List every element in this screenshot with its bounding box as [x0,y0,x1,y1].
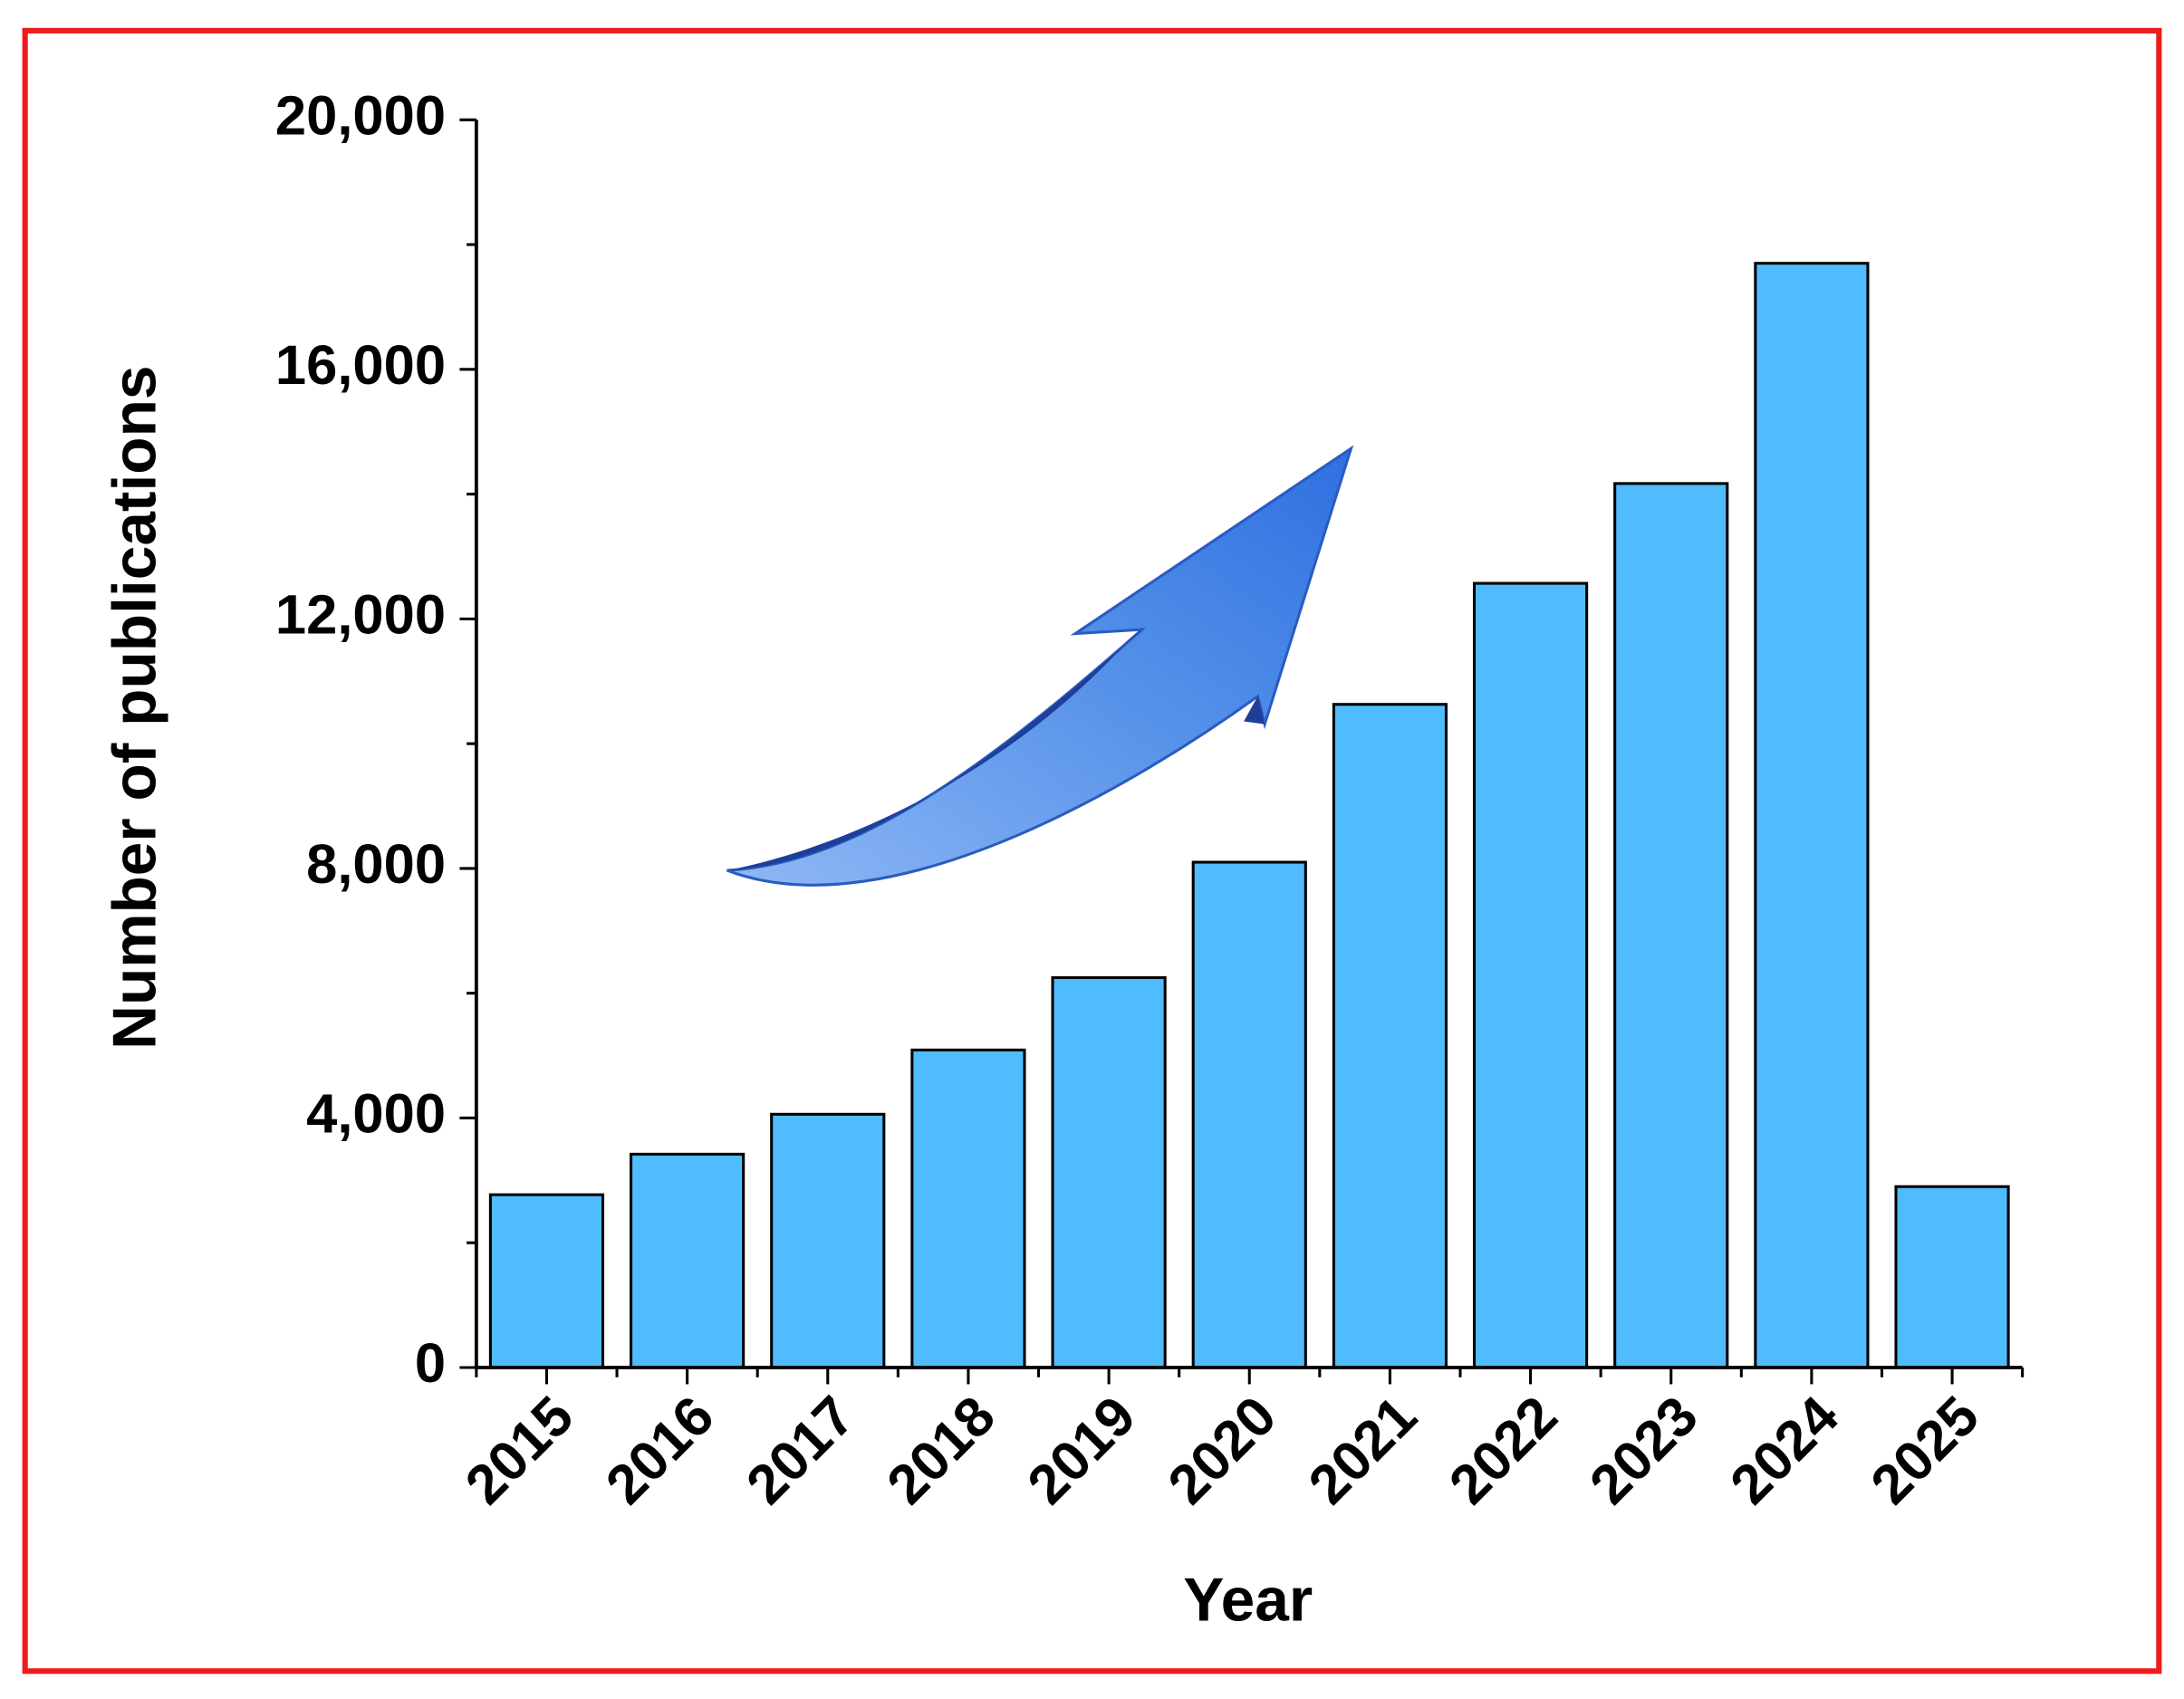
y-tick-label: 0 [415,1332,446,1395]
x-tick-label: 2020 [1157,1385,1289,1517]
trend-arrow [726,445,1354,887]
x-tick-label: 2019 [1015,1385,1148,1517]
bar [1894,1185,2010,1369]
x-axis-title: Year [1183,1566,1313,1634]
y-tick-label: 4,000 [306,1083,446,1146]
x-tick-label: 2016 [594,1385,726,1517]
bar [1472,581,1589,1369]
x-tick-label: 2018 [875,1385,1007,1517]
bar [770,1112,886,1369]
x-tick-label: 2017 [735,1385,867,1517]
bar [630,1152,746,1369]
y-tick-label: 20,000 [275,85,446,148]
bar [1332,703,1448,1369]
bar [1191,860,1307,1369]
bar [910,1048,1026,1369]
bar [488,1193,605,1369]
x-tick-label: 2015 [454,1385,586,1517]
x-tick-label: 2023 [1578,1385,1710,1517]
x-tick-label: 2024 [1718,1385,1851,1517]
y-tick-label: 8,000 [306,833,446,896]
x-tick-label: 2025 [1859,1385,1991,1517]
bar [1613,482,1729,1369]
x-tick-label: 2021 [1297,1385,1429,1517]
frame [22,27,2162,1675]
x-tick-label: 2022 [1438,1385,1570,1517]
bar [1754,262,1870,1369]
y-tick-label: 12,000 [275,584,446,647]
y-axis-title: Number of publications [101,365,169,1049]
bar [1051,975,1167,1369]
y-tick-label: 16,000 [275,334,446,397]
